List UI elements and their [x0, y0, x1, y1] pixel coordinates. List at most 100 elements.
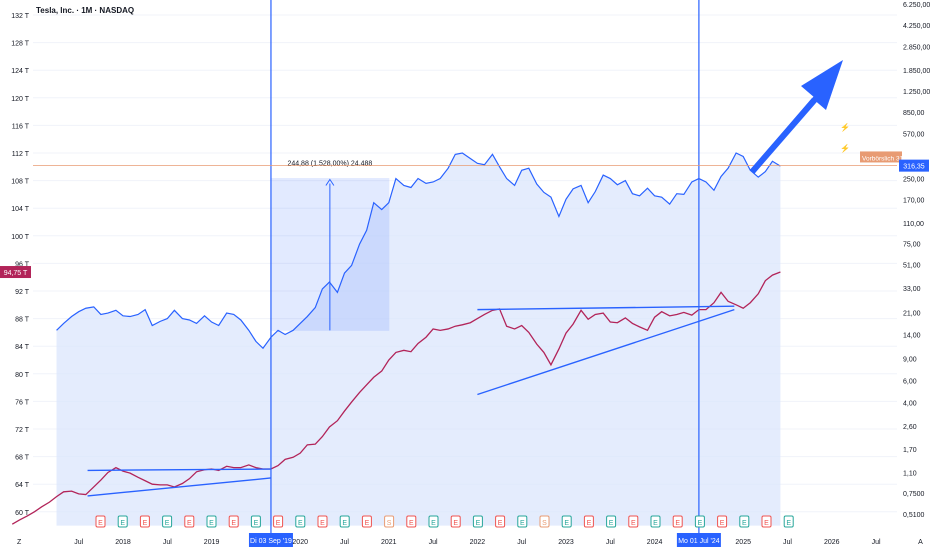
earnings-marker	[517, 515, 528, 528]
earnings-marker	[95, 515, 106, 528]
premarket-tag	[860, 151, 902, 163]
right-axis-tick-label: 170,00	[903, 197, 925, 204]
x-axis-marker-badge	[248, 533, 293, 547]
earnings-marker-label: E	[564, 520, 569, 527]
x-axis-tick-label: Di 03 Sep '19	[250, 538, 292, 545]
right-axis-tick-label: 110,00	[903, 221, 924, 228]
earnings-marker-label: E	[675, 520, 680, 527]
earnings-marker	[406, 515, 417, 528]
left-axis-tick-label: 132 T	[11, 13, 29, 20]
right-axis-tick-label: 6,00	[903, 378, 917, 385]
earnings-marker-label: E	[254, 520, 259, 527]
earnings-marker-label: E	[143, 520, 148, 527]
x-axis-tick-label: 2022	[470, 539, 486, 546]
x-axis-tick-label: 2021	[381, 539, 397, 546]
earnings-marker-label: E	[276, 520, 281, 527]
split-icon: ⚡	[840, 122, 850, 132]
earnings-marker	[628, 515, 639, 528]
right-axis-tick-label: 33,00	[903, 286, 921, 293]
current-price-tag	[899, 159, 929, 172]
earnings-marker-label: E	[320, 520, 325, 527]
right-axis-tick-label: 9,00	[903, 356, 917, 363]
right-axis-tick-label: 2,60	[903, 424, 917, 431]
left-axis-marker-label: 94,75 T	[4, 270, 28, 277]
right-axis-tick-label: 4.250,00	[903, 23, 930, 30]
x-axis-tick-label: 2018	[115, 539, 131, 546]
x-axis-tick-label: 2019	[204, 539, 220, 546]
red-series-line	[11, 271, 781, 525]
right-axis-tick-label: 6.250,00	[903, 2, 930, 9]
left-axis-tick-label: 72 T	[15, 427, 30, 434]
left-axis-tick-label: 112 T	[12, 151, 30, 158]
earnings-marker	[228, 515, 239, 528]
earnings-marker	[694, 515, 705, 528]
earnings-marker	[539, 515, 550, 528]
right-axis-tick-label: 4,00	[903, 400, 917, 407]
x-axis-tick-label: Jul	[783, 539, 792, 546]
x-axis-tick-label: Jul	[517, 539, 526, 546]
trend-line	[477, 308, 735, 396]
x-axis-tick-label: 2020	[292, 539, 308, 546]
earnings-marker-label: E	[209, 520, 214, 527]
left-axis-tick-label: 104 T	[11, 206, 29, 213]
left-axis-tick-label: 116 T	[12, 123, 30, 130]
x-axis-tick-label: Jul	[606, 539, 615, 546]
earnings-marker	[583, 515, 594, 528]
right-axis-tick-label: 1,10	[903, 470, 917, 477]
current-price-label: 316,35	[903, 164, 925, 171]
earnings-marker-label: E	[742, 520, 747, 527]
blue-series-line	[56, 152, 781, 350]
earnings-marker	[384, 515, 395, 528]
earnings-marker-label: E	[120, 520, 125, 527]
earnings-marker-label: S	[542, 520, 547, 527]
right-axis-tick-label: 75,00	[903, 242, 921, 249]
earnings-marker-label: E	[698, 520, 703, 527]
x-axis-start-label: Z	[17, 539, 22, 546]
x-axis-tick-label: Jul	[340, 539, 349, 546]
measure-label: 244,88 (1.528,00%) 24.488	[287, 161, 372, 168]
left-axis-tick-label: 96 T	[15, 261, 30, 268]
x-axis-tick-label: A	[918, 539, 923, 546]
earnings-marker-label: E	[187, 520, 192, 527]
left-axis-tick-label: 120 T	[11, 96, 29, 103]
left-axis-tick-label: 76 T	[15, 399, 30, 406]
left-axis-tick-label: 92 T	[15, 289, 30, 296]
earnings-marker	[450, 515, 461, 528]
earnings-marker	[273, 515, 284, 528]
right-axis-tick-label: 570,00	[903, 132, 925, 139]
earnings-marker	[339, 515, 350, 528]
earnings-marker-label: E	[453, 520, 458, 527]
earnings-marker-label: E	[587, 520, 592, 527]
right-axis-tick-label: 2.850,00	[903, 45, 930, 52]
right-axis-tick-label: 21,00	[903, 311, 921, 318]
right-axis-tick-label: 250,00	[903, 176, 925, 183]
earnings-marker-label: E	[431, 520, 436, 527]
measure-arrow-head	[325, 178, 335, 186]
earnings-marker-label: E	[231, 520, 236, 527]
x-axis-tick-label: 2026	[824, 539, 840, 546]
left-axis-marker-tag	[0, 266, 31, 279]
earnings-marker	[783, 515, 794, 528]
right-axis-tick-label: 0,5100	[903, 512, 925, 519]
earnings-marker-label: E	[498, 520, 503, 527]
right-axis-tick-label: 1.250,00	[903, 89, 930, 96]
earnings-marker	[295, 515, 306, 528]
earnings-marker-label: E	[342, 520, 347, 527]
left-axis-tick-label: 84 T	[15, 344, 30, 351]
x-axis-tick-label: Jul	[163, 539, 172, 546]
earnings-marker	[250, 515, 261, 528]
earnings-marker	[761, 515, 772, 528]
earnings-marker	[317, 515, 328, 528]
earnings-marker	[472, 515, 483, 528]
x-axis-tick-label: Jul	[429, 539, 438, 546]
earnings-marker-label: E	[786, 520, 791, 527]
earnings-marker	[739, 515, 750, 528]
earnings-marker	[606, 515, 617, 528]
right-axis-tick-label: 850,00	[903, 110, 925, 117]
x-axis-tick-label: 2024	[647, 539, 663, 546]
earnings-marker	[139, 515, 150, 528]
earnings-marker	[184, 515, 195, 528]
earnings-marker	[650, 515, 661, 528]
earnings-marker	[672, 515, 683, 528]
